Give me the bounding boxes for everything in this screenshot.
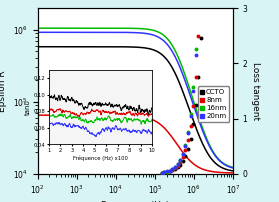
Y-axis label: Loss tangent: Loss tangent bbox=[251, 62, 260, 120]
X-axis label: Frequency (Hz): Frequency (Hz) bbox=[101, 201, 169, 202]
Legend: CCTO, 8nm, 16nm, 20nm: CCTO, 8nm, 16nm, 20nm bbox=[198, 86, 229, 122]
Y-axis label: tanδ: tanδ bbox=[25, 99, 31, 115]
Y-axis label: Epsilon R: Epsilon R bbox=[0, 70, 8, 112]
X-axis label: Fréquence (Hz) x100: Fréquence (Hz) x100 bbox=[73, 156, 128, 161]
